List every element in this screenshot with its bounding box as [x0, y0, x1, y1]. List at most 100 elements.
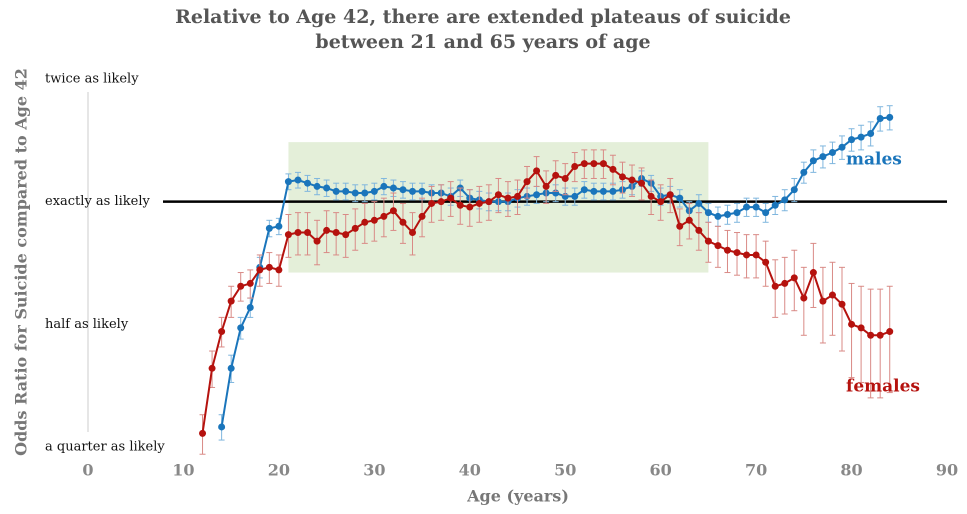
- data-point: [533, 191, 541, 199]
- error-bar: [886, 285, 893, 394]
- data-point: [848, 320, 856, 328]
- error-bar: [848, 282, 855, 379]
- data-point: [781, 279, 789, 287]
- data-point: [456, 201, 464, 209]
- data-point: [743, 203, 751, 211]
- y-tick-label: exactly as likely: [45, 194, 151, 209]
- x-tick-label: 0: [82, 461, 93, 480]
- y-tick-label: a quarter as likely: [45, 440, 165, 455]
- data-point: [275, 222, 283, 230]
- data-point: [227, 364, 235, 372]
- data-point: [389, 184, 397, 192]
- x-tick-label: 70: [745, 461, 767, 480]
- data-point: [800, 168, 808, 176]
- data-point: [284, 178, 292, 186]
- data-point: [809, 269, 817, 277]
- y-axis-label: Odds Ratio for Suicide compared to Age 4…: [12, 68, 31, 456]
- data-point: [494, 191, 502, 199]
- data-point: [399, 218, 407, 226]
- data-point: [466, 203, 474, 211]
- data-point: [370, 187, 378, 195]
- data-point: [380, 182, 388, 190]
- data-point: [714, 242, 722, 250]
- data-point: [246, 279, 254, 287]
- data-point: [723, 246, 731, 254]
- data-point: [294, 176, 302, 184]
- x-tick-label: 50: [554, 461, 576, 480]
- data-point: [762, 258, 770, 266]
- data-point: [399, 186, 407, 194]
- data-point: [351, 189, 359, 197]
- data-point: [685, 216, 693, 224]
- x-tick-label: 90: [936, 461, 958, 480]
- data-point: [618, 173, 626, 181]
- data-point: [580, 186, 588, 194]
- data-point: [838, 300, 846, 308]
- error-bar: [819, 266, 826, 344]
- data-point: [714, 212, 722, 220]
- data-point: [599, 160, 607, 168]
- data-point: [361, 189, 369, 197]
- error-bar: [829, 261, 836, 336]
- data-point: [370, 216, 378, 224]
- data-point: [752, 251, 760, 259]
- error-bar: [839, 266, 846, 352]
- data-point: [542, 182, 550, 190]
- data-point: [475, 199, 483, 207]
- series-label: males: [846, 150, 902, 170]
- data-point: [733, 249, 741, 257]
- data-point: [857, 133, 865, 141]
- x-tick-label: 40: [459, 461, 481, 480]
- data-point: [886, 113, 894, 121]
- data-point: [752, 203, 760, 211]
- data-point: [332, 187, 340, 195]
- data-point: [351, 224, 359, 232]
- data-point: [590, 187, 598, 195]
- x-tick-label: 20: [268, 461, 290, 480]
- data-point: [647, 192, 655, 200]
- data-point: [275, 266, 283, 274]
- data-point: [771, 282, 779, 290]
- data-point: [304, 179, 312, 187]
- x-tick-label: 60: [650, 461, 672, 480]
- chart-title: Relative to Age 42, there are extended p…: [175, 6, 791, 28]
- data-point: [676, 222, 684, 230]
- data-point: [848, 136, 856, 144]
- data-point: [533, 167, 541, 175]
- data-point: [580, 160, 588, 168]
- data-point: [704, 237, 712, 245]
- data-point: [695, 226, 703, 234]
- data-point: [590, 160, 598, 168]
- data-point: [552, 171, 560, 179]
- data-point: [389, 207, 397, 215]
- series-label: females: [846, 377, 920, 397]
- data-point: [437, 198, 445, 206]
- data-point: [237, 324, 245, 332]
- data-point: [628, 176, 636, 184]
- data-point: [666, 191, 674, 199]
- x-tick-label: 80: [840, 461, 862, 480]
- y-tick-label: twice as likely: [45, 72, 139, 87]
- data-point: [876, 331, 884, 339]
- data-point: [218, 423, 226, 431]
- data-point: [657, 198, 665, 206]
- data-point: [227, 297, 235, 305]
- data-point: [208, 364, 216, 372]
- data-point: [790, 274, 798, 282]
- data-point: [313, 237, 321, 245]
- data-point: [294, 229, 302, 237]
- data-point: [332, 229, 340, 237]
- chart-title: between 21 and 65 years of age: [315, 31, 650, 53]
- x-tick-label: 30: [363, 461, 385, 480]
- data-point: [409, 187, 417, 195]
- data-point: [265, 263, 273, 271]
- data-point: [723, 211, 731, 219]
- data-point: [819, 153, 827, 161]
- data-point: [743, 251, 751, 259]
- data-point: [676, 194, 684, 202]
- data-point: [886, 328, 894, 336]
- data-point: [485, 198, 493, 206]
- data-point: [561, 174, 569, 182]
- data-point: [304, 229, 312, 237]
- data-point: [199, 429, 207, 437]
